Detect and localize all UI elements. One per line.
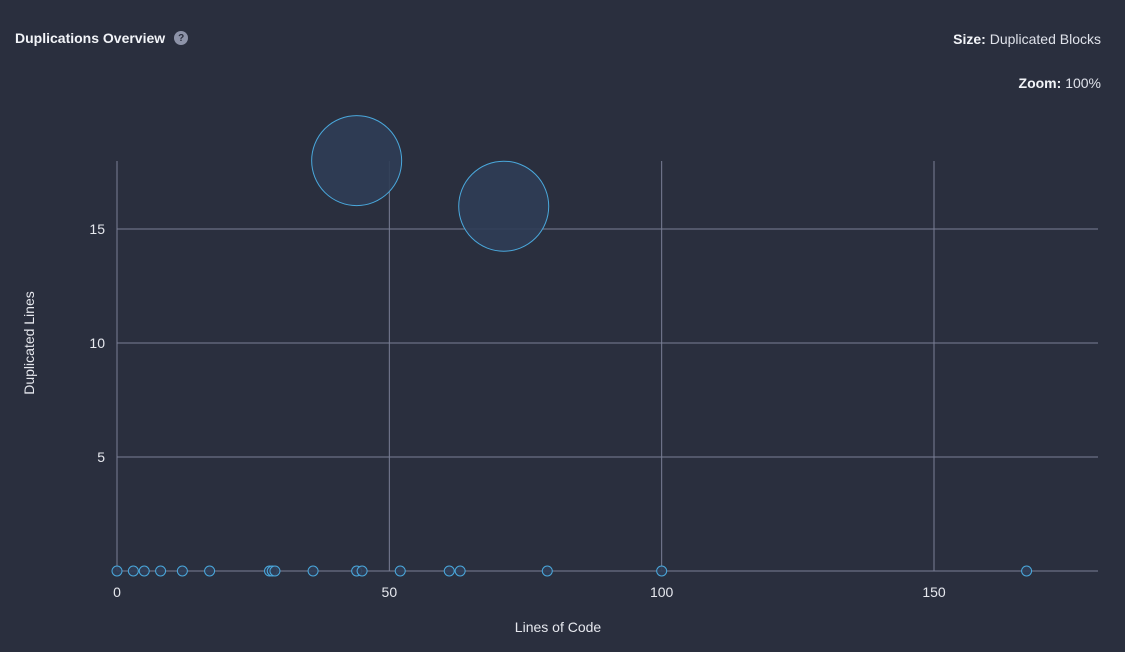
y-tick-label: 5 — [97, 449, 105, 465]
data-bubble[interactable] — [541, 565, 553, 577]
data-bubble[interactable] — [356, 565, 368, 577]
chart-header: Duplications Overview ? — [15, 30, 189, 46]
help-icon[interactable]: ? — [174, 31, 189, 45]
data-bubble[interactable] — [127, 565, 139, 577]
data-bubble[interactable] — [458, 160, 550, 252]
data-bubble[interactable] — [656, 565, 668, 577]
zoom-value: 100% — [1065, 75, 1101, 91]
data-bubble[interactable] — [454, 565, 466, 577]
data-bubble[interactable] — [443, 565, 455, 577]
zoom-indicator: Zoom: 100% — [1019, 75, 1101, 91]
size-indicator: Size: Duplicated Blocks — [953, 31, 1101, 47]
data-bubble[interactable] — [307, 565, 319, 577]
y-tick-label: 10 — [89, 335, 105, 351]
data-bubble[interactable] — [155, 565, 167, 577]
data-bubble[interactable] — [138, 565, 150, 577]
y-axis-label: Duplicated Lines — [21, 291, 37, 395]
data-bubble[interactable] — [111, 565, 123, 577]
bubbles — [111, 115, 1033, 577]
tick-labels: 0 50 100 150 5 10 15 — [89, 221, 945, 600]
x-tick-label: 100 — [650, 584, 674, 600]
data-bubble[interactable] — [204, 565, 216, 577]
x-tick-label: 150 — [922, 584, 946, 600]
grid-lines — [116, 161, 1098, 572]
size-label: Size: — [953, 31, 986, 47]
data-bubble[interactable] — [176, 565, 188, 577]
chart-title: Duplications Overview — [15, 30, 166, 46]
data-bubble[interactable] — [1021, 565, 1033, 577]
x-axis-label: Lines of Code — [515, 619, 602, 635]
x-tick-label: 50 — [382, 584, 398, 600]
size-value: Duplicated Blocks — [989, 31, 1101, 47]
y-tick-label: 15 — [89, 221, 105, 237]
x-tick-label: 0 — [113, 584, 121, 600]
zoom-label: Zoom: — [1018, 75, 1062, 91]
data-bubble[interactable] — [311, 115, 403, 207]
data-bubble[interactable] — [394, 565, 406, 577]
data-bubble[interactable] — [269, 565, 281, 577]
